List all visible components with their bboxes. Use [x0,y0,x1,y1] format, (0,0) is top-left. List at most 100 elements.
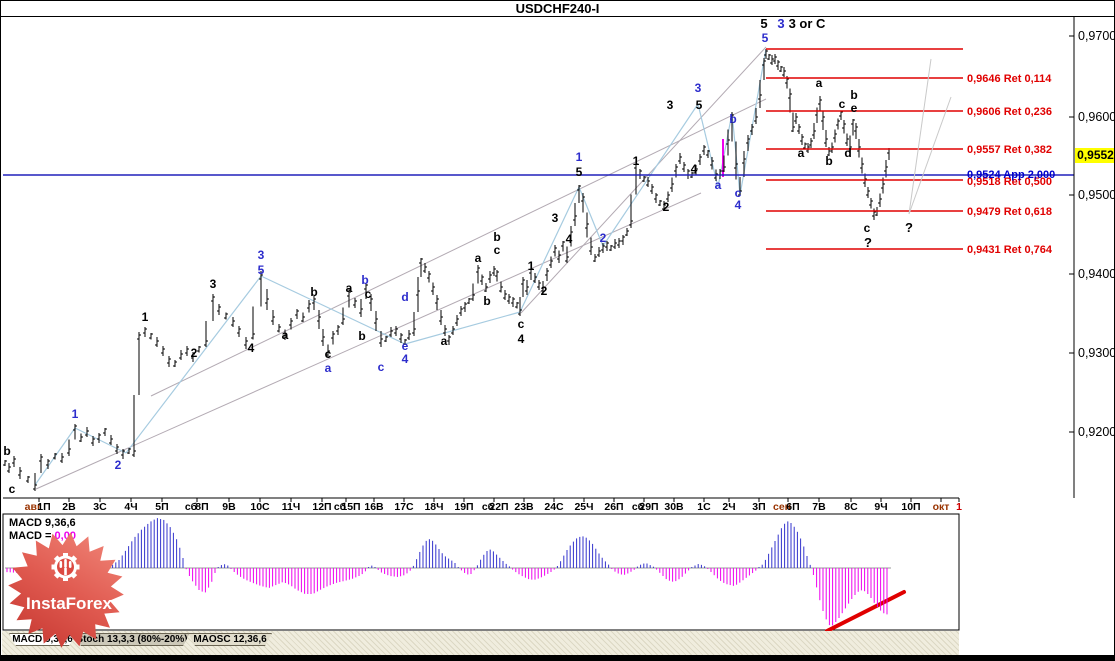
svg-text:4: 4 [518,332,525,346]
svg-text:3 or C: 3 or C [789,16,826,31]
svg-text:2: 2 [191,346,198,360]
logo-starburst [8,532,124,648]
svg-text:b: b [825,154,832,168]
svg-text:a: a [475,251,482,265]
svg-text:a: a [346,281,353,295]
svg-text:5: 5 [258,263,265,277]
svg-text:c: c [9,482,16,496]
svg-text:5: 5 [576,165,583,179]
svg-text:4: 4 [566,232,573,246]
svg-text:11Ч: 11Ч [282,501,300,513]
tab-maosc[interactable]: MAOSC 12,36,6 [188,633,272,646]
svg-text:1: 1 [956,501,962,513]
price-bars [3,49,891,491]
svg-text:0,9200: 0,9200 [1078,425,1115,439]
svg-text:30В: 30В [664,501,684,513]
macd-panel [2,513,960,633]
svg-text:25Ч: 25Ч [574,501,593,513]
svg-text:b: b [729,112,736,126]
svg-text:d: d [844,146,851,160]
y-axis: 0,9700 0,9600 0,9500 0,9400 0,9300 0,9200 [1069,17,1115,498]
tab-stochastic[interactable]: Stoch 13,3,3 (80%-20%) [74,633,190,646]
svg-text:c: c [494,243,501,257]
svg-text:26П: 26П [604,501,623,513]
svg-text:b: b [361,273,368,287]
svg-text:a: a [325,361,332,375]
svg-text:12П: 12П [312,501,331,513]
svg-text:1П: 1П [37,501,50,513]
svg-text:2В: 2В [62,501,76,513]
svg-text:6П: 6П [786,501,799,513]
svg-text:0,9646 Ret 0,114: 0,9646 Ret 0,114 [967,73,1052,85]
svg-text:сен: сен [773,501,791,513]
projection-lines [908,58,952,215]
svg-text:b: b [310,285,317,299]
svg-text:окт: окт [933,501,950,513]
svg-text:?: ? [905,220,913,235]
logo-text: InstaForex [26,594,113,613]
svg-text:5: 5 [760,16,767,31]
svg-text:0,9524 App 2,000: 0,9524 App 2,000 [967,169,1055,181]
svg-text:3: 3 [667,98,674,112]
svg-text:0,9600: 0,9600 [1078,110,1115,124]
svg-text:22П: 22П [489,501,508,513]
svg-text:16В: 16В [364,501,384,513]
svg-text:17С: 17С [394,501,414,513]
tab-maosc-label: MAOSC 12,36,6 [193,634,267,645]
svg-text:1: 1 [142,310,149,324]
svg-text:4Ч: 4Ч [124,501,137,513]
svg-text:b: b [850,88,857,102]
svg-text:10П: 10П [901,501,920,513]
svg-text:2: 2 [663,200,670,214]
svg-text:3: 3 [777,16,784,31]
macd-value-label: MACD = [9,530,52,542]
svg-text:0,9557 Ret 0,382: 0,9557 Ret 0,382 [967,144,1052,156]
svg-text:4: 4 [735,198,742,212]
macd-red-trendline [825,590,906,633]
svg-text:1С: 1С [697,501,711,513]
svg-text:e: e [851,101,858,115]
instaforex-logo: InstaForex [8,532,124,648]
svg-text:15П: 15П [341,501,360,513]
svg-text:b: b [493,230,500,244]
svg-text:e: e [402,339,409,353]
svg-text:c: c [839,97,846,111]
svg-text:0,9479 Ret 0,618: 0,9479 Ret 0,618 [967,206,1052,218]
svg-text:a: a [798,146,805,160]
svg-text:23В: 23В [514,501,534,513]
indicator-tab-strip: MACD 9,36,6 Stoch 13,3,3 (80%-20%) MAOSC… [2,631,959,655]
svg-text:a: a [282,328,289,342]
svg-text:0,9700: 0,9700 [1078,29,1115,43]
svg-text:сб: сб [334,501,347,513]
svg-text:c: c [325,347,332,361]
macd-params-label: MACD 9,36,6 [9,517,76,529]
svg-text:a: a [816,76,823,90]
svg-text:5: 5 [762,31,769,45]
svg-text:10С: 10С [250,501,270,513]
svg-text:3: 3 [258,248,265,262]
svg-text:3: 3 [695,81,702,95]
svg-text:1: 1 [528,259,535,273]
svg-text:3: 3 [552,211,559,225]
tab-macd-label: MACD 9,36,6 [12,634,73,645]
svg-text:9В: 9В [222,501,236,513]
svg-text:c: c [378,360,385,374]
trend-lines [34,46,767,490]
svg-text:c: c [735,186,742,200]
svg-text:2: 2 [115,458,122,472]
tab-stochastic-label: Stoch 13,3,3 (80%-20%) [76,634,188,645]
svg-text:1: 1 [633,154,640,168]
svg-text:0,9606 Ret 0,236: 0,9606 Ret 0,236 [967,106,1052,118]
svg-text:29П: 29П [639,501,658,513]
svg-text:сб: сб [482,501,495,513]
svg-text:3: 3 [210,277,217,291]
svg-text:?: ? [864,235,872,250]
svg-text:19П: 19П [454,501,473,513]
svg-text:2: 2 [600,231,607,245]
svg-text:8П: 8П [195,501,208,513]
svg-text:5П: 5П [155,501,168,513]
svg-text:0,9300: 0,9300 [1078,346,1115,360]
